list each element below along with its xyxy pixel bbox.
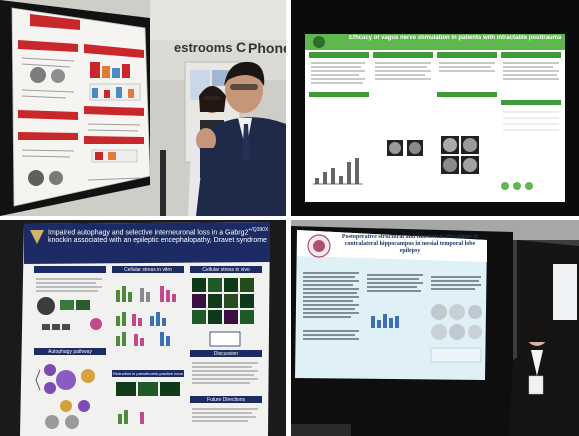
poster-title-line2: knockin associated with an epileptic enc… bbox=[48, 237, 267, 245]
section-future: Future Directions bbox=[206, 397, 246, 403]
section-discussion: Discussion bbox=[213, 351, 239, 357]
scene-1 bbox=[0, 0, 286, 216]
restrooms-sign: estrooms bbox=[174, 40, 233, 55]
scene-4 bbox=[291, 220, 579, 436]
poster-title-hippocampus: Postoperative structural and functional … bbox=[341, 234, 479, 254]
section-reduction: Reduction in parvalbumin-positive neuron… bbox=[113, 371, 183, 376]
scene-3 bbox=[0, 220, 286, 436]
phone-sign: Phone bbox=[248, 40, 286, 56]
section-cell-stress-vitro: Cellular stress in vitro bbox=[124, 267, 172, 273]
photo-poster-presenter-man: estrooms C Phone bbox=[0, 0, 286, 216]
phone-sign-glyph: C bbox=[236, 39, 247, 55]
section-autophagy: Autophagy pathway bbox=[48, 349, 92, 355]
photo-poster-dravet: Impaired autophagy and selective interne… bbox=[0, 220, 286, 436]
poster-title-line1: Impaired autophagy and selective interne… bbox=[48, 229, 249, 237]
poster-title-dravet: Impaired autophagy and selective interne… bbox=[48, 226, 270, 256]
section-cell-stress-vivo: Cellular stress in vivo bbox=[202, 267, 250, 273]
poster-title-sup: +/Q390X bbox=[248, 227, 269, 233]
photo-poster-presenter-woman: Postoperative structural and functional … bbox=[291, 220, 579, 436]
photo-poster-vns: Efficacy of vagus nerve stimulation in p… bbox=[291, 0, 579, 216]
scene-2 bbox=[291, 0, 579, 216]
poster-title-vns: Efficacy of vagus nerve stimulation in p… bbox=[349, 35, 561, 41]
